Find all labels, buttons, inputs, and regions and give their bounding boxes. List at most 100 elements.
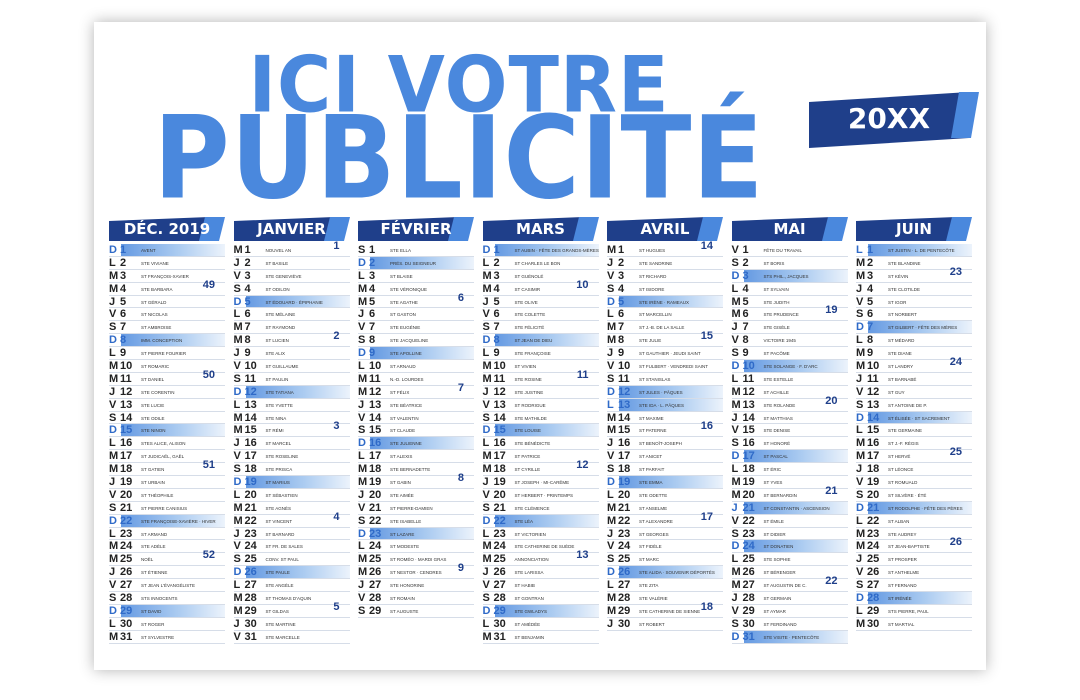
weekday-letter: J: [233, 617, 240, 630]
day-row: V 17 ST ANICET: [607, 450, 723, 464]
saint-name: ST PIERRE CANISIUS: [141, 505, 188, 511]
weekday-letter: M: [856, 437, 866, 450]
saint-name: ST FÉLIX: [390, 389, 410, 395]
day-row: D 22 STE FRANÇOISE-XAVIÈRE · HIVER: [109, 514, 225, 528]
day-row: D 12 STE TATIANA: [233, 385, 350, 399]
day-number: 2: [369, 256, 376, 269]
day-row: M 3 ST KÉVIN 23: [856, 266, 972, 283]
weekday-letter: M: [607, 604, 617, 617]
day-number: 28: [618, 592, 631, 605]
day-row: L 13 STE IDA · L. PÂQUES: [607, 398, 723, 412]
day-row: J 19 ST URBAIN: [109, 476, 225, 489]
saint-name: ST LAZARE: [390, 531, 415, 537]
weekday-letter: J: [233, 437, 240, 450]
saint-name: ST THOMAS D'AQUIN: [265, 596, 312, 602]
month-name: DÉC. 2019: [123, 220, 211, 238]
day-number: 7: [618, 321, 625, 334]
weekday-letter: M: [731, 385, 741, 398]
day-list: V 1 FÊTE DU TRAVAIL S 2 ST BORIS D 3 STS PHIL., …: [731, 244, 848, 644]
day-row: S 28 ST GONTRAN: [482, 592, 599, 605]
day-number: 20: [369, 488, 382, 501]
day-row: M 6 STE PRUDENCE 19: [731, 304, 848, 322]
day-row: V 27 ST HABIB: [482, 579, 599, 593]
day-number: 9: [369, 347, 376, 360]
week-number: 49: [202, 278, 215, 291]
saint-name: STE VÉRONIQUE: [390, 286, 428, 292]
day-row: M 28 STE VALÉRIE: [607, 592, 723, 605]
weekday-letter: L: [109, 347, 116, 360]
day-number: 12: [244, 385, 257, 398]
sunday-highlight: [743, 540, 848, 553]
month-header: MARS: [482, 217, 599, 241]
weekday-letter: S: [731, 527, 739, 540]
day-number: 27: [120, 579, 133, 592]
saint-name: STE PAULE: [265, 570, 290, 576]
saint-name: NOËL: [141, 557, 154, 563]
saint-name: ST ÉDOUARD · ÉPIPHANIE: [265, 299, 323, 305]
day-row: M 17 ST HERVÉ 25: [856, 446, 972, 464]
weekday-letter: L: [731, 282, 739, 295]
day-number: 27: [742, 579, 755, 592]
day-number: 4: [867, 282, 874, 295]
day-row: L 6 STE MÉLAINE: [233, 308, 350, 322]
saint-name: STE EMMA: [639, 480, 663, 486]
sunday-highlight: [245, 476, 350, 488]
saint-name: STE CORENTIN: [141, 389, 175, 395]
day-number: 19: [369, 476, 382, 489]
day-number: 13: [369, 398, 382, 411]
weekday-letter: M: [731, 488, 741, 501]
day-row: S 20 ST SILVÈRE · ÉTÉ: [856, 489, 972, 502]
day-number: 22: [618, 514, 631, 527]
saint-name: ST AMBROISE: [141, 325, 172, 331]
saint-name: STE COLETTE: [514, 312, 546, 318]
month-name: AVRIL: [640, 220, 690, 238]
day-number: 3: [618, 269, 625, 282]
day-number: 12: [369, 385, 382, 398]
month-column: JANVIER M 1 NOUVEL AN 1 J 2 ST BASILE V 3 STE GENE…: [233, 217, 350, 644]
month-header: JUIN: [856, 217, 972, 241]
saint-name: ST ODILON: [265, 286, 290, 292]
saint-name: STE MARTINE: [265, 621, 296, 627]
day-row: J 28 ST GERMAIN: [731, 592, 848, 605]
day-number: 10: [618, 360, 631, 373]
saint-name: ST LANDRY: [888, 364, 914, 370]
saint-name: ST CONSTANTIN · ASCENSION: [763, 505, 830, 511]
month-name: JUIN: [896, 220, 932, 238]
day-number: 28: [742, 592, 755, 605]
weekday-letter: V: [233, 540, 241, 553]
saint-name: FÊTE DU TRAVAIL: [763, 248, 803, 253]
day-row: M 19 ST YVES: [731, 476, 848, 489]
weekday-letter: V: [731, 334, 739, 347]
day-number: 10: [369, 360, 382, 373]
day-number: 21: [618, 501, 631, 514]
saint-name: ST BARNABÉ: [888, 376, 917, 382]
day-number: 8: [244, 334, 251, 347]
saint-name: STS PIERRE, PAUL: [888, 608, 929, 614]
week-number: 21: [825, 484, 838, 497]
day-row: J 7 STE GISÈLE: [731, 321, 848, 335]
saint-name: ST RODOLPHE · FÊTE DES PÈRES: [888, 505, 963, 511]
day-row: L 3 ST BLAISE: [358, 270, 474, 283]
saint-name: ST RAYMOND: [265, 325, 296, 331]
day-row: S 13 ST ANTOINE DE P.: [856, 399, 972, 412]
saint-name: ST STANISLAS: [639, 376, 671, 382]
saint-name: ST HABIB: [514, 583, 535, 589]
day-row: M 29 STE CATHERINE DE SIENNE 18: [607, 601, 723, 618]
saint-name: ST BASILE: [265, 260, 289, 266]
weekday-letter: V: [482, 579, 490, 592]
saint-name: STE SOPHIE: [763, 557, 791, 563]
weekday-letter: M: [731, 476, 741, 489]
saint-name: ST HUGUES: [639, 248, 666, 253]
day-number: 7: [244, 321, 251, 334]
saint-name: ST ANSELME: [639, 505, 668, 511]
saint-name: IMM. CONCEPTION: [141, 338, 183, 344]
weekday-letter: L: [482, 437, 490, 450]
saint-name: ST GUÉNOLÉ: [514, 273, 544, 279]
day-row: M 1 NOUVEL AN 1: [233, 240, 350, 257]
day-number: 23: [742, 527, 755, 540]
saint-name: ST PAULIN: [265, 376, 289, 382]
weekday-letter: M: [607, 244, 617, 256]
saint-name: STE GENEVIÈVE: [265, 273, 302, 279]
sunday-highlight: [868, 244, 972, 256]
day-row: L 2 ST CHARLES LE BON: [482, 257, 599, 270]
